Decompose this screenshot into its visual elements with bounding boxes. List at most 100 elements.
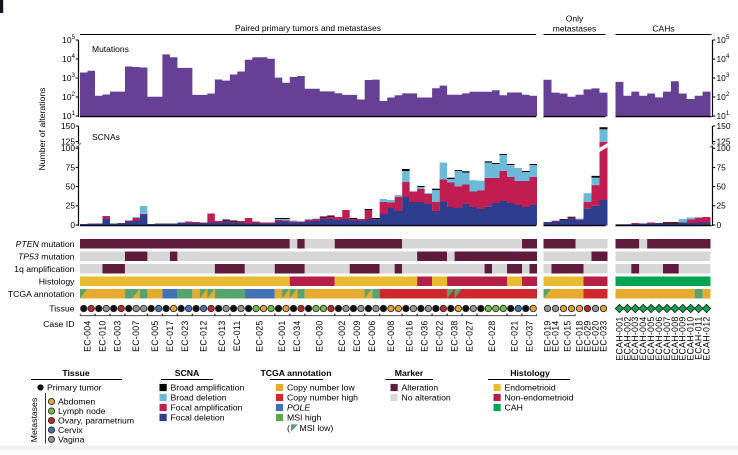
svg-text:125: 125	[717, 136, 731, 146]
svg-text:ECAH-001: ECAH-001	[614, 317, 624, 361]
svg-text:Broad amplification: Broad amplification	[171, 383, 245, 393]
svg-text:Endometrioid: Endometrioid	[505, 383, 556, 393]
svg-text:0: 0	[70, 220, 75, 230]
svg-text:Non-endometrioid: Non-endometrioid	[505, 393, 574, 403]
svg-text:ECAH-004: ECAH-004	[638, 317, 648, 361]
svg-text:EC-006: EC-006	[367, 321, 377, 352]
svg-text:EC-017: EC-017	[165, 321, 175, 352]
svg-text:POLE: POLE	[287, 403, 310, 413]
svg-text:SCNA: SCNA	[175, 368, 200, 378]
svg-text:Copy number low: Copy number low	[287, 383, 355, 393]
svg-text:EC-002: EC-002	[337, 321, 347, 352]
svg-text:Histology: Histology	[510, 368, 550, 378]
svg-text:EC-019: EC-019	[542, 321, 552, 352]
svg-text:105: 105	[717, 34, 730, 45]
svg-text:ECAH-003: ECAH-003	[630, 317, 640, 361]
svg-text:EC-018: EC-018	[574, 321, 584, 352]
svg-text:Ovary, parametrium: Ovary, parametrium	[58, 416, 134, 426]
svg-text:Case ID: Case ID	[43, 319, 74, 329]
svg-text:Paired primary tumors and meta: Paired primary tumors and metastases	[235, 23, 381, 33]
svg-text:75: 75	[717, 162, 727, 172]
svg-text:ECAH-007: ECAH-007	[662, 317, 672, 361]
svg-text:75: 75	[66, 162, 76, 172]
svg-text:Alteration: Alteration	[402, 383, 439, 393]
svg-text:EC-001: EC-001	[277, 321, 287, 352]
svg-text:EC-003: EC-003	[112, 321, 122, 352]
svg-text:ECAH-010: ECAH-010	[686, 317, 696, 361]
svg-text:EC-020: EC-020	[590, 321, 600, 352]
svg-text:(: (	[287, 423, 290, 433]
svg-text:125: 125	[61, 136, 75, 146]
svg-text:TP53 mutation: TP53 mutation	[18, 251, 75, 261]
svg-text:Marker: Marker	[395, 368, 424, 378]
svg-text:100: 100	[717, 143, 731, 153]
svg-text:Metastases: Metastases	[29, 397, 39, 442]
svg-text:EC-011: EC-011	[232, 321, 242, 352]
svg-text:EC-016: EC-016	[405, 321, 415, 352]
svg-text:SCNAs: SCNAs	[92, 132, 120, 142]
svg-text:No alteration: No alteration	[402, 393, 451, 403]
svg-text:EC-038: EC-038	[449, 321, 459, 352]
svg-text:Focal deletion: Focal deletion	[171, 413, 225, 423]
svg-text:MSI low): MSI low)	[300, 423, 334, 433]
svg-text:Tissue: Tissue	[62, 368, 90, 378]
svg-text:25: 25	[66, 201, 76, 211]
svg-text:1q amplification: 1q amplification	[14, 264, 75, 274]
svg-text:EC-008: EC-008	[386, 321, 396, 352]
svg-text:Histology: Histology	[39, 276, 75, 286]
svg-text:150: 150	[717, 121, 731, 131]
svg-text:EC-014: EC-014	[550, 321, 560, 352]
svg-text:ECAH-011: ECAH-011	[694, 317, 704, 360]
svg-text:EC-005: EC-005	[150, 321, 160, 352]
svg-text:Broad deletion: Broad deletion	[171, 393, 227, 403]
svg-text:EC-012: EC-012	[199, 321, 209, 352]
svg-text:EC-030: EC-030	[315, 321, 325, 352]
svg-text:Abdomen: Abdomen	[58, 397, 95, 407]
svg-text:EC-029: EC-029	[582, 321, 592, 352]
svg-text:Mutations: Mutations	[92, 44, 129, 54]
svg-text:EC-007: EC-007	[131, 321, 141, 352]
svg-text:EC-015: EC-015	[562, 321, 572, 352]
svg-text:Lymph node: Lymph node	[58, 406, 106, 416]
svg-text:Copy number high: Copy number high	[287, 393, 358, 403]
svg-text:104: 104	[717, 53, 730, 64]
svg-text:EC-004: EC-004	[82, 321, 92, 352]
svg-text:EC-033: EC-033	[598, 321, 608, 352]
svg-text:101: 101	[717, 110, 730, 121]
svg-text:EC-036: EC-036	[420, 321, 430, 352]
svg-text:50: 50	[66, 182, 76, 192]
svg-text:EC-009: EC-009	[352, 321, 362, 352]
svg-text:ECAH-012: ECAH-012	[701, 317, 711, 361]
svg-text:CAHs: CAHs	[652, 24, 674, 34]
svg-text:Primary tumor: Primary tumor	[47, 383, 102, 393]
svg-text:Number of alterations: Number of alterations	[37, 87, 47, 171]
svg-text:103: 103	[717, 72, 730, 83]
svg-text:Only: Only	[566, 14, 584, 24]
svg-text:EC-025: EC-025	[255, 321, 265, 352]
svg-text:104: 104	[62, 53, 75, 64]
svg-text:Tissue: Tissue	[49, 304, 74, 314]
svg-text:EC-034: EC-034	[292, 321, 302, 352]
svg-text:EC-023: EC-023	[180, 321, 190, 352]
svg-text:105: 105	[62, 34, 75, 45]
svg-text:MSI high: MSI high	[287, 413, 321, 423]
svg-text:101: 101	[62, 110, 75, 121]
svg-text:EC-010: EC-010	[97, 321, 107, 352]
svg-text:ECAH-005: ECAH-005	[646, 317, 656, 361]
svg-text:Focal amplification: Focal amplification	[171, 403, 243, 413]
svg-text:TCGA annotation: TCGA annotation	[260, 368, 331, 378]
svg-text:ECAH-002: ECAH-002	[622, 317, 632, 361]
svg-text:EC-021: EC-021	[509, 321, 519, 352]
svg-text:PTEN mutation: PTEN mutation	[16, 239, 75, 249]
svg-text:Cervix: Cervix	[58, 425, 83, 435]
svg-text:CAH: CAH	[505, 403, 523, 413]
svg-text:EC-027: EC-027	[464, 321, 474, 352]
svg-text:102: 102	[62, 91, 75, 102]
svg-text:150: 150	[61, 121, 75, 131]
svg-text:metastases: metastases	[553, 24, 596, 34]
svg-text:ECAH-006: ECAH-006	[654, 317, 664, 361]
svg-text:TCGA annotation: TCGA annotation	[8, 289, 75, 299]
svg-text:25: 25	[717, 201, 727, 211]
svg-text:100: 100	[61, 143, 75, 153]
svg-text:ECAH-008: ECAH-008	[670, 317, 680, 361]
